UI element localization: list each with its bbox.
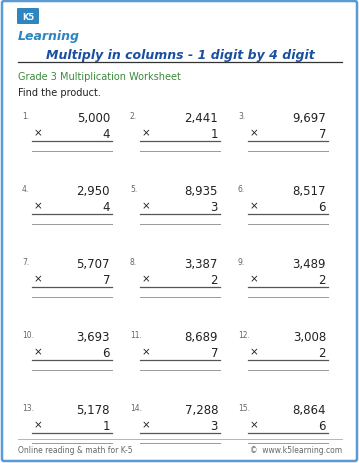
Text: 7,288: 7,288 xyxy=(185,403,218,416)
Text: ×: × xyxy=(34,346,43,356)
Text: 11.: 11. xyxy=(130,330,142,339)
Text: 5,178: 5,178 xyxy=(76,403,110,416)
Text: 2.: 2. xyxy=(130,112,137,121)
Text: 7.: 7. xyxy=(22,257,29,266)
Text: 3: 3 xyxy=(211,200,218,213)
Text: 3,387: 3,387 xyxy=(185,257,218,270)
Text: 3,008: 3,008 xyxy=(293,330,326,343)
Text: 10.: 10. xyxy=(22,330,34,339)
Text: 6: 6 xyxy=(103,346,110,359)
Text: ×: × xyxy=(142,200,151,211)
Text: K5: K5 xyxy=(22,13,34,22)
Text: 9,697: 9,697 xyxy=(292,112,326,125)
Text: Online reading & math for K-5: Online reading & math for K-5 xyxy=(18,445,132,454)
Text: 4: 4 xyxy=(103,128,110,141)
Text: 5,000: 5,000 xyxy=(77,112,110,125)
Text: 5.: 5. xyxy=(130,185,137,194)
Text: 12.: 12. xyxy=(238,330,250,339)
Text: 5,707: 5,707 xyxy=(76,257,110,270)
FancyBboxPatch shape xyxy=(17,9,39,25)
Text: 4.: 4. xyxy=(22,185,29,194)
Text: Find the product.: Find the product. xyxy=(18,88,101,98)
Text: ×: × xyxy=(142,128,151,138)
Text: 1.: 1. xyxy=(22,112,29,121)
Text: Grade 3 Multiplication Worksheet: Grade 3 Multiplication Worksheet xyxy=(18,72,181,82)
Text: 3,489: 3,489 xyxy=(293,257,326,270)
Text: 8,935: 8,935 xyxy=(185,185,218,198)
Text: ×: × xyxy=(142,419,151,429)
Text: ×: × xyxy=(142,346,151,356)
Text: ×: × xyxy=(34,128,43,138)
Text: 2: 2 xyxy=(210,274,218,287)
Text: ×: × xyxy=(250,200,259,211)
Text: 6: 6 xyxy=(318,200,326,213)
Text: 6.: 6. xyxy=(238,185,245,194)
Text: 8,864: 8,864 xyxy=(293,403,326,416)
Text: ×: × xyxy=(142,274,151,283)
Text: 2: 2 xyxy=(318,346,326,359)
Text: 1: 1 xyxy=(210,128,218,141)
Text: 8,517: 8,517 xyxy=(293,185,326,198)
Text: 2: 2 xyxy=(318,274,326,287)
Text: 3: 3 xyxy=(211,419,218,432)
Text: 7: 7 xyxy=(318,128,326,141)
Text: 2,441: 2,441 xyxy=(184,112,218,125)
Text: 15.: 15. xyxy=(238,403,250,412)
Text: 3.: 3. xyxy=(238,112,245,121)
Text: 2,950: 2,950 xyxy=(76,185,110,198)
Text: 8.: 8. xyxy=(130,257,137,266)
Text: Multiply in columns - 1 digit by 4 digit: Multiply in columns - 1 digit by 4 digit xyxy=(46,49,314,62)
Text: 3,693: 3,693 xyxy=(76,330,110,343)
Text: 14.: 14. xyxy=(130,403,142,412)
Text: ×: × xyxy=(34,274,43,283)
Text: ×: × xyxy=(250,128,259,138)
Text: ×: × xyxy=(250,274,259,283)
Text: 9.: 9. xyxy=(238,257,245,266)
Text: 7: 7 xyxy=(210,346,218,359)
Text: ×: × xyxy=(34,419,43,429)
Text: ×: × xyxy=(34,200,43,211)
Text: ×: × xyxy=(250,419,259,429)
Text: ©  www.k5learning.com: © www.k5learning.com xyxy=(250,445,342,454)
Text: 13.: 13. xyxy=(22,403,34,412)
Text: 7: 7 xyxy=(103,274,110,287)
Text: 1: 1 xyxy=(103,419,110,432)
Text: 4: 4 xyxy=(103,200,110,213)
Text: ×: × xyxy=(250,346,259,356)
Text: 8,689: 8,689 xyxy=(185,330,218,343)
Text: 6: 6 xyxy=(318,419,326,432)
Text: Learning: Learning xyxy=(18,30,80,43)
